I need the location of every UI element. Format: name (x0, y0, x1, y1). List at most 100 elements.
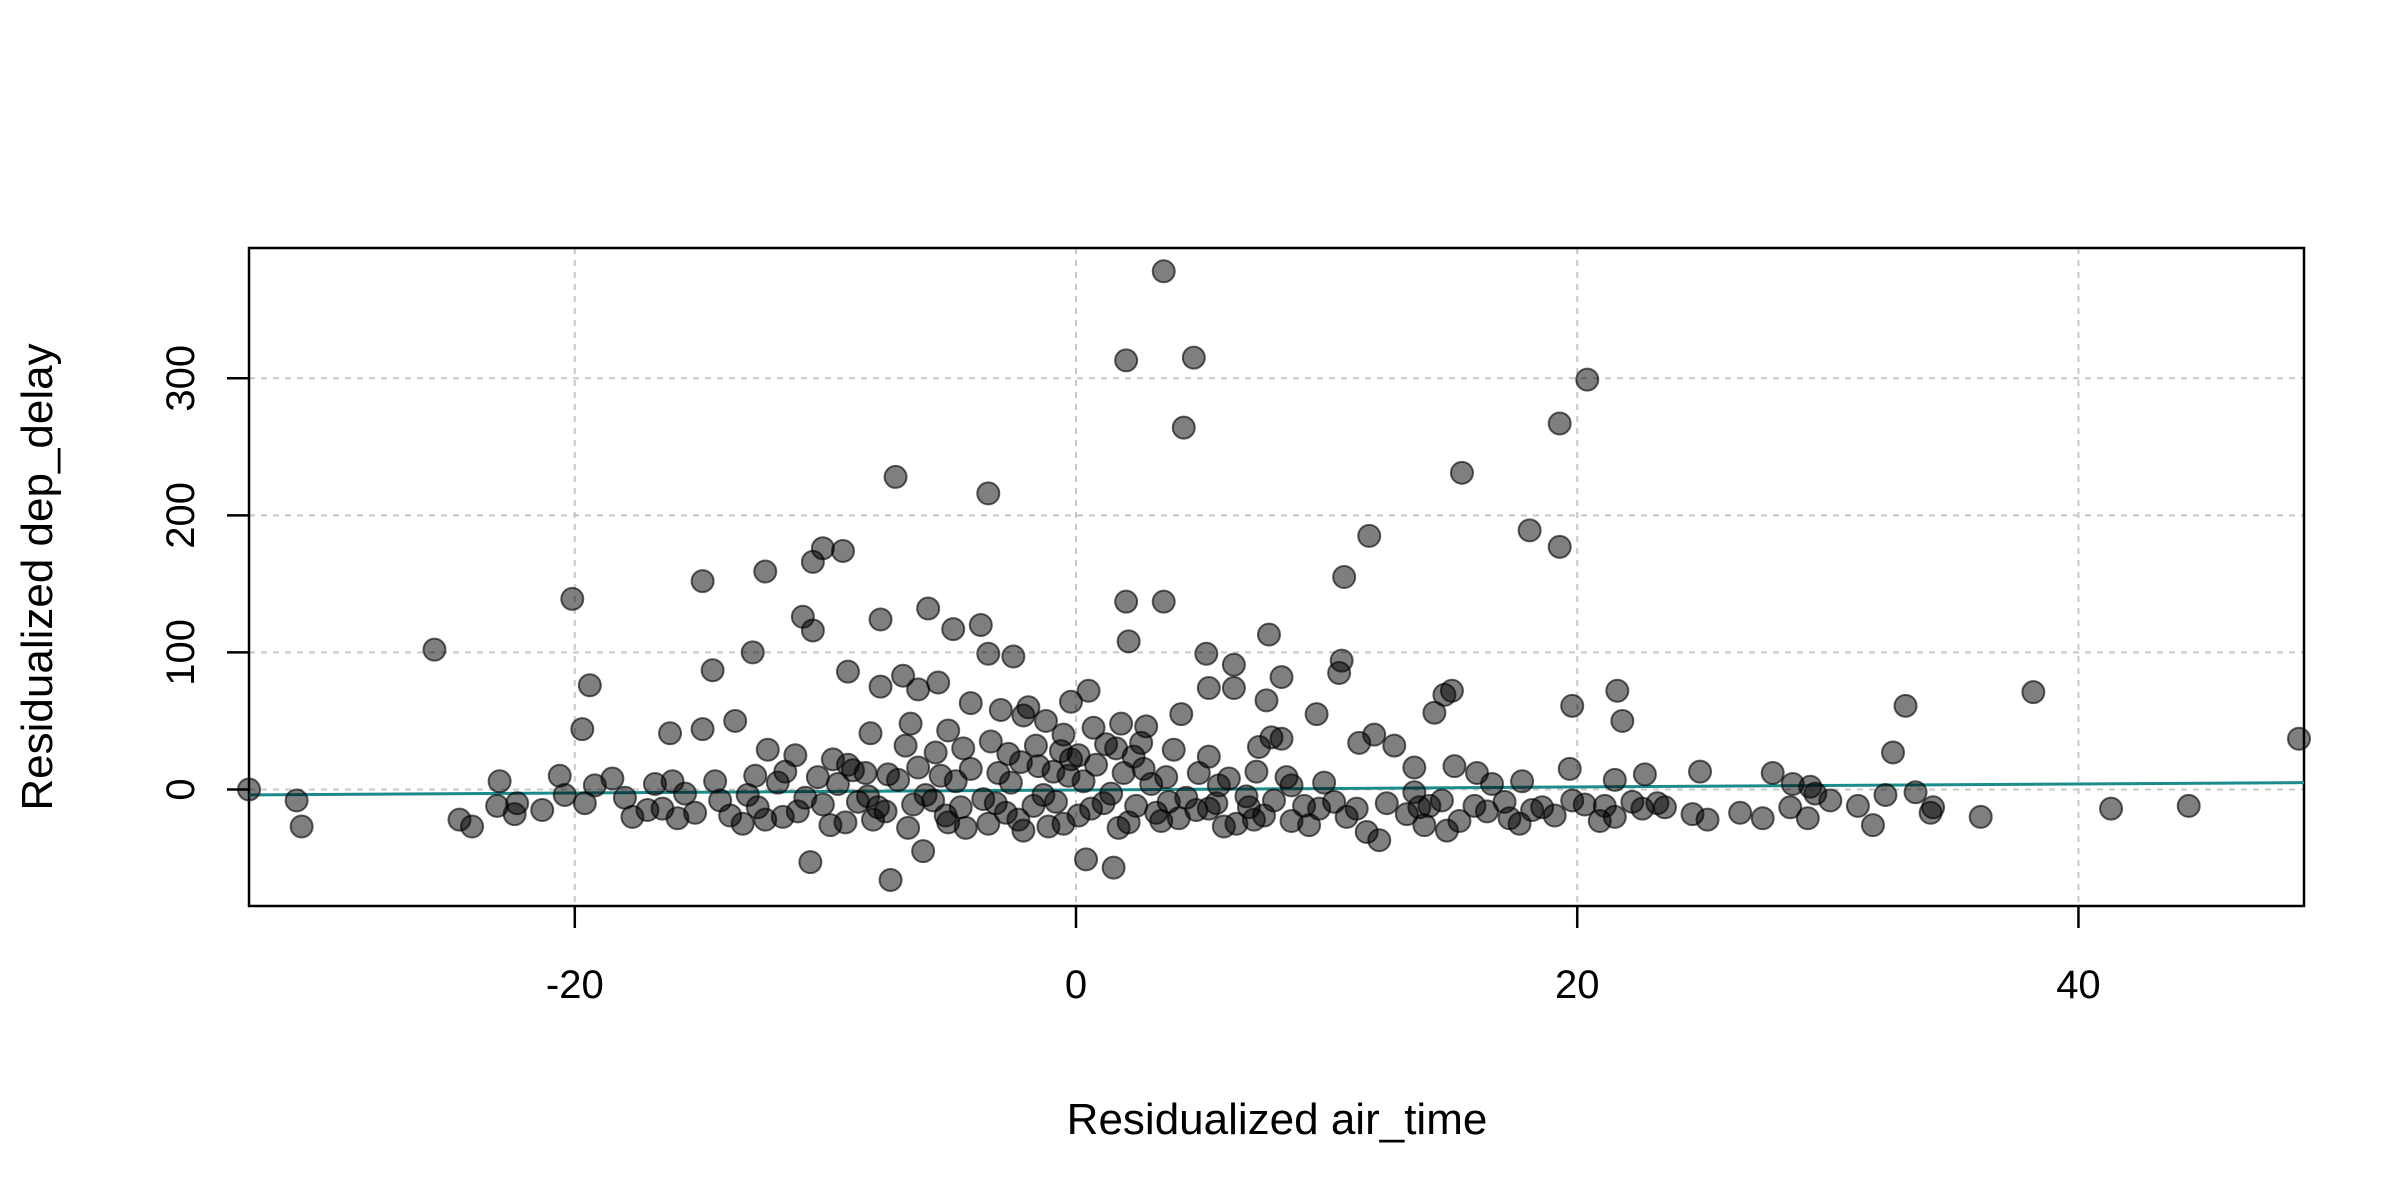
data-point (805, 765, 830, 790)
data-point (1778, 795, 1803, 820)
data-point (1432, 682, 1457, 707)
data-point (1114, 589, 1139, 614)
data-point (770, 804, 795, 829)
data-point (2176, 793, 2201, 818)
data-point (570, 717, 595, 742)
data-point (2099, 796, 2124, 821)
data-point (818, 813, 843, 838)
data-point (740, 640, 765, 665)
data-point (1121, 744, 1146, 769)
data-point (1412, 813, 1437, 838)
data-point (1204, 791, 1229, 816)
data-point (1442, 754, 1467, 779)
data-point (968, 612, 993, 637)
data-point (1124, 793, 1149, 818)
data-point (1560, 693, 1585, 718)
y-tick-label: 0 (159, 778, 203, 800)
data-point (1695, 807, 1720, 832)
data-point (1001, 644, 1026, 669)
data-point (753, 559, 778, 584)
data-point (1332, 565, 1357, 589)
data-point (810, 792, 835, 817)
data-point (1269, 726, 1294, 751)
data-point (891, 663, 916, 688)
data-point (1632, 762, 1657, 787)
x-tick-label: 0 (1065, 963, 1087, 1007)
data-point (673, 781, 698, 806)
data-point (896, 815, 921, 840)
data-point (1492, 789, 1517, 814)
data-point (1043, 789, 1068, 814)
data-point (876, 762, 901, 787)
data-point (1429, 788, 1454, 813)
data-point (1261, 788, 1286, 813)
data-point (840, 758, 865, 783)
data-point (1605, 678, 1630, 703)
data-point (572, 791, 597, 816)
data-point (911, 839, 936, 864)
data-point (1510, 769, 1535, 794)
data-point (941, 617, 966, 642)
data-point (878, 867, 903, 892)
data-point (921, 788, 946, 813)
data-point (858, 721, 883, 746)
y-axis-title: Residualized dep_delay (13, 343, 62, 810)
data-point (1091, 791, 1116, 816)
data-point (658, 721, 683, 746)
grid-lines (249, 248, 2304, 906)
data-point (1845, 793, 1870, 818)
data-point (1517, 518, 1542, 543)
y-tick-label: 100 (159, 619, 203, 686)
data-point (861, 807, 886, 832)
data-point (1652, 795, 1677, 820)
data-point (690, 569, 715, 594)
data-point (665, 806, 690, 831)
data-point (1011, 818, 1036, 843)
data-point (1860, 813, 1885, 838)
x-tick-label: 40 (2056, 963, 2101, 1007)
data-point (906, 755, 931, 780)
data-point (1873, 782, 1898, 807)
data-point (1011, 703, 1036, 728)
data-point (996, 741, 1021, 766)
data-point (958, 756, 983, 781)
data-point (505, 791, 530, 816)
data-points (237, 259, 2311, 892)
data-point (976, 641, 1001, 666)
data-point (1347, 730, 1372, 755)
data-point (1557, 756, 1582, 781)
data-point (1322, 789, 1347, 814)
data-point (2286, 726, 2311, 751)
data-point (1480, 771, 1505, 796)
data-point (1244, 759, 1269, 784)
data-point (798, 850, 823, 875)
data-point (988, 697, 1013, 722)
data-point (1151, 589, 1176, 614)
data-point (1076, 678, 1101, 703)
data-point (552, 782, 577, 807)
data-point (835, 659, 860, 684)
data-point (1186, 761, 1211, 786)
data-point (951, 736, 976, 761)
data-point (1434, 818, 1459, 843)
data-point (447, 807, 472, 832)
data-point (1241, 807, 1266, 832)
data-point (1151, 259, 1176, 284)
data-point (978, 729, 1003, 754)
data-point (928, 763, 953, 788)
data-point (1374, 791, 1399, 816)
data-point (1547, 534, 1572, 559)
data-point (577, 673, 602, 698)
data-point (1462, 793, 1487, 818)
data-point (1256, 622, 1281, 647)
data-point (1211, 814, 1236, 839)
data-point (906, 677, 931, 702)
data-point (1094, 732, 1119, 757)
x-tick-label: -20 (546, 963, 604, 1007)
data-point (1968, 804, 1993, 829)
data-point (976, 811, 1001, 836)
data-point (1921, 795, 1946, 820)
data-point (1610, 708, 1635, 733)
data-point (289, 814, 314, 839)
